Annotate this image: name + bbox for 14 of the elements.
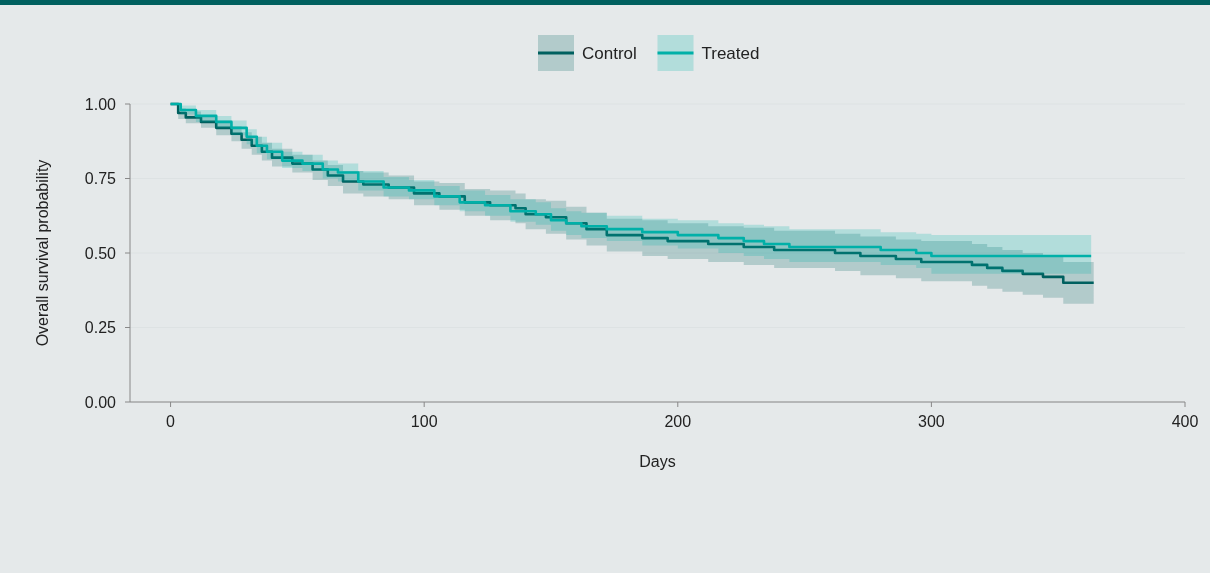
y-axis-title: Overall survival probability: [34, 159, 51, 347]
y-tick-label: 0.50: [84, 244, 117, 262]
x-tick-label: 200: [664, 413, 692, 430]
legend-label: Control: [582, 43, 637, 63]
x-axis-title: Days: [639, 453, 676, 470]
legend-label: Treated: [701, 43, 760, 63]
y-tick-label: 1.00: [84, 95, 117, 113]
x-tick-label: 300: [918, 413, 945, 430]
x-tick-label: 0: [166, 413, 176, 430]
y-tick-label: 0.00: [84, 393, 117, 411]
y-tick-label: 0.25: [84, 319, 117, 337]
y-tick-label: 0.75: [84, 170, 117, 188]
x-tick-label: 100: [410, 413, 438, 430]
x-tick-label: 400: [1171, 413, 1199, 430]
